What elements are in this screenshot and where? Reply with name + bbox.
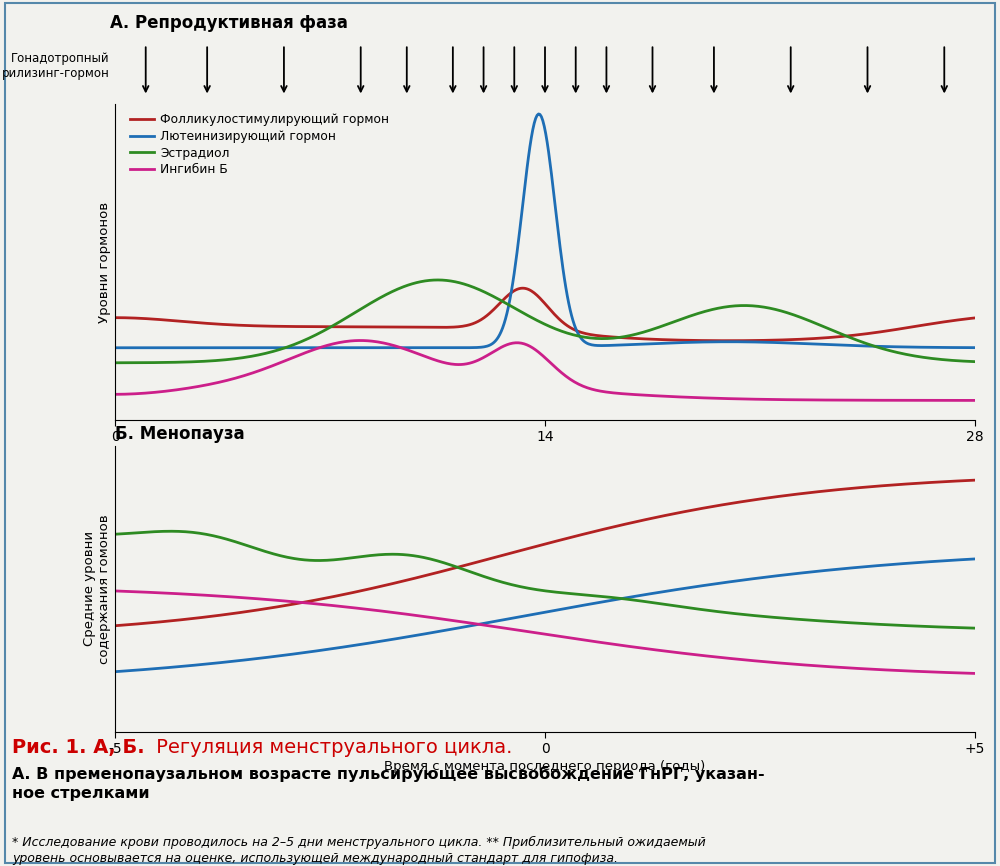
- Text: А. В прeменопаузальном возрасте пульсирующее высвобождение ГнРГ, указан-
ное стр: А. В прeменопаузальном возрасте пульсиру…: [12, 766, 765, 801]
- Y-axis label: Уровни гормонов: Уровни гормонов: [98, 202, 111, 322]
- X-axis label: Время внутри менструального цикла (дни): Время внутри менструального цикла (дни): [392, 449, 698, 462]
- Legend: Фолликулостимулирующий гормон, Лютеинизирующий гормон, Эстрадиол, Ингибин Б: Фолликулостимулирующий гормон, Лютеинизи…: [130, 113, 389, 176]
- Text: Регуляция менструального цикла.: Регуляция менструального цикла.: [150, 739, 512, 758]
- Y-axis label: Средние уровни
содержания гомонов: Средние уровни содержания гомонов: [83, 514, 111, 663]
- Text: Рис. 1. А, Б.: Рис. 1. А, Б.: [12, 739, 145, 758]
- Text: А. Репродуктивная фаза: А. Репродуктивная фаза: [110, 14, 348, 32]
- Text: * Исследование крови проводилось на 2–5 дни менструального цикла. ** Приблизител: * Исследование крови проводилось на 2–5 …: [12, 836, 706, 864]
- Text: Гонадотропный
рилизинг-гормон: Гонадотропный рилизинг-гормон: [2, 52, 110, 80]
- Text: Б. Менопауза: Б. Менопауза: [115, 425, 245, 443]
- X-axis label: Время с момента последнего периода (годы): Время с момента последнего периода (годы…: [384, 760, 706, 773]
